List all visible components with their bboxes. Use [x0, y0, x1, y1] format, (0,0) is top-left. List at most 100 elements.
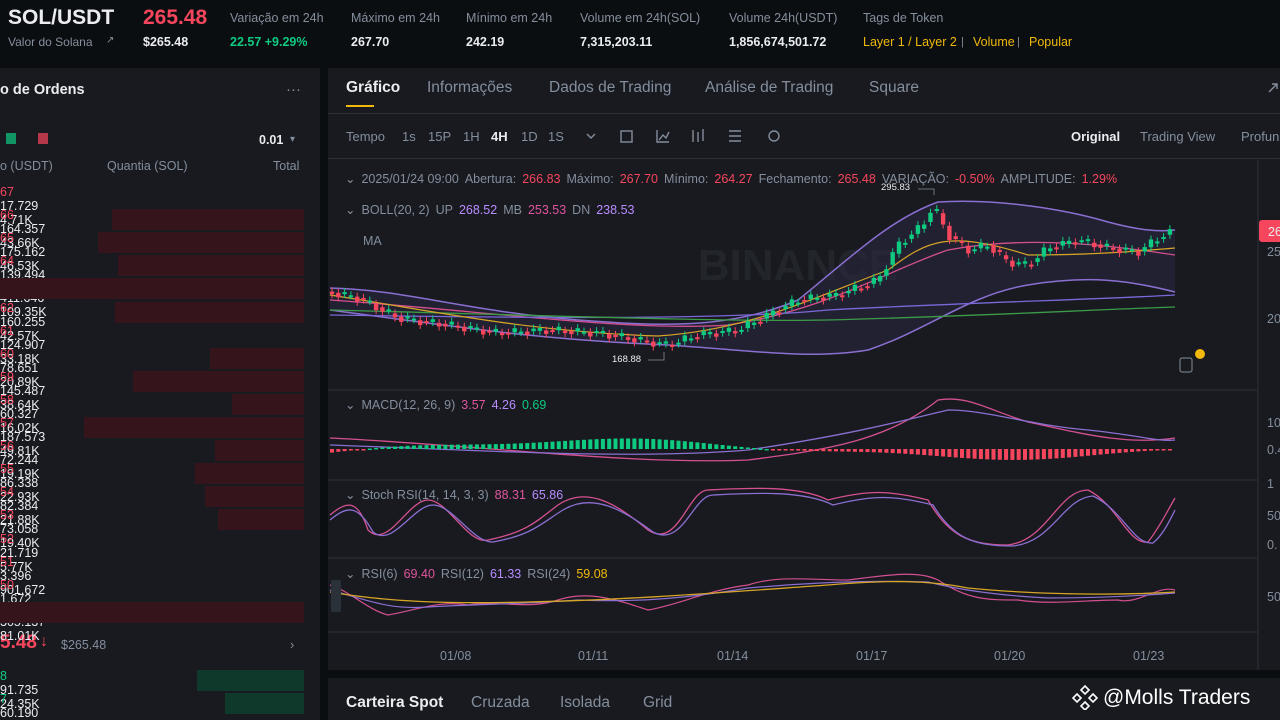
macd-bar — [393, 446, 397, 449]
candle-body — [367, 300, 372, 303]
macd-bar — [500, 443, 505, 449]
order-row[interactable]: 8 91.735 24.35K — [0, 669, 304, 711]
chart-panel — [328, 68, 1280, 670]
more-icon[interactable]: ··· — [286, 81, 301, 98]
chart-view[interactable]: Trading View — [1140, 129, 1216, 144]
interval[interactable]: 1D — [521, 129, 538, 144]
order-total: 4.71K — [0, 213, 33, 227]
order-total: 109.35K — [0, 305, 47, 320]
interval[interactable]: 1H — [463, 129, 480, 144]
stat-value: 242.19 — [466, 35, 505, 49]
macd-bar — [909, 449, 914, 455]
settings-icon[interactable] — [768, 130, 780, 142]
order-total: 16.02K — [0, 420, 40, 435]
candle-body — [518, 331, 524, 334]
interval[interactable]: 1s — [402, 129, 416, 144]
interval[interactable]: 15P — [428, 129, 452, 144]
candle-body — [764, 312, 769, 319]
indicator-icon[interactable] — [656, 130, 670, 143]
order-row[interactable]: 51 3.396 901.672 — [0, 555, 304, 597]
bottom-tab[interactable]: Cruzada — [471, 694, 530, 711]
candle-body — [770, 310, 776, 316]
macd-bar — [1010, 449, 1015, 460]
chart-tab[interactable]: Gráfico — [346, 79, 401, 96]
bottom-tab[interactable]: Grid — [643, 694, 673, 711]
more-intervals[interactable] — [586, 133, 596, 139]
macd-bar — [645, 438, 649, 449]
order-row[interactable]: 53 73.058 19.40K — [0, 508, 304, 550]
chart-tab[interactable]: Análise de Trading — [705, 79, 834, 96]
candle-body — [575, 328, 580, 332]
order-row[interactable]: 501.672443.916 — [0, 578, 304, 620]
macd-bar — [1117, 449, 1122, 453]
candle-body — [978, 242, 984, 249]
tag[interactable]: Layer 1 / Layer 2 — [863, 35, 957, 49]
chevron[interactable]: › — [290, 637, 295, 652]
macd-bar — [418, 445, 423, 449]
candle-body — [751, 322, 757, 325]
candle-body — [436, 322, 442, 327]
order-row[interactable]: 57 187.573 49.81K — [0, 416, 304, 458]
order-row[interactable]: 60 78.651 20.89K — [0, 346, 304, 389]
candle-body — [1155, 241, 1160, 244]
candle-body — [1010, 260, 1015, 267]
order-price: 60 — [0, 346, 14, 361]
precision[interactable]: 0.01 — [259, 133, 284, 147]
depth-bar — [195, 463, 304, 485]
order-row[interactable]: 760.19015.98K — [0, 692, 304, 720]
order-row[interactable]: 58 60.327 16.02K — [0, 393, 304, 435]
layout-icon[interactable] — [729, 130, 741, 142]
chart-view[interactable]: Profun — [1241, 129, 1280, 144]
macd-bar — [544, 442, 549, 449]
macd-bar — [1073, 449, 1078, 457]
candle-body — [1142, 247, 1147, 252]
order-row[interactable]: 67 17.729 4.71K — [0, 185, 304, 227]
macd-bar — [733, 446, 738, 449]
notify-dot[interactable] — [1195, 349, 1205, 359]
chart-view[interactable]: Original — [1071, 129, 1121, 144]
depth-bar — [118, 255, 304, 277]
expand-icon[interactable] — [1265, 80, 1280, 96]
order-row[interactable]: 56 72.244 19.19K — [0, 439, 304, 481]
order-row[interactable]: 59 145.487 38.64K — [0, 370, 304, 412]
candle-icon[interactable] — [692, 129, 704, 142]
order-row[interactable]: 66 164.357 43.66K — [0, 208, 304, 250]
order-row[interactable]: 49305.13781.01K — [0, 601, 304, 643]
macd-bar — [594, 439, 599, 449]
chart-tab[interactable]: Informações — [427, 79, 513, 96]
order-row[interactable]: 61 124.907 33.18K — [0, 324, 304, 366]
ohlc-value: 265.48 — [837, 171, 876, 186]
active-tab-underline — [346, 105, 374, 107]
subtitle[interactable]: Valor do Solana — [8, 35, 93, 49]
calendar-icon[interactable] — [620, 130, 633, 143]
order-row[interactable]: 65 175.162 46.53K — [0, 231, 304, 273]
rsi-label: RSI(12) — [440, 566, 484, 581]
candle-body — [329, 291, 335, 295]
order-row[interactable]: 63411.646109.35K — [0, 277, 304, 319]
order-total: 33.18K — [0, 351, 40, 366]
order-row[interactable]: 55 86.338 22.93K — [0, 462, 304, 504]
chart-tab[interactable]: Square — [869, 79, 919, 96]
order-row[interactable]: 54 82.384 21.88K — [0, 485, 304, 527]
macd-bar — [846, 449, 851, 452]
macd-bar — [1092, 449, 1097, 456]
chart-tab[interactable]: Dados de Trading — [549, 79, 672, 96]
order-row[interactable]: 62 160.255 42.57K — [0, 301, 304, 343]
pane-handle[interactable] — [331, 580, 341, 612]
pair[interactable]: SOL/USDT — [8, 6, 115, 29]
macd-bar — [714, 444, 719, 449]
layout-icons[interactable] — [0, 130, 60, 148]
tag[interactable]: Popular — [1029, 35, 1073, 49]
note-icon[interactable] — [1179, 357, 1193, 373]
tag[interactable]: Volume — [973, 35, 1015, 49]
candle-body — [802, 299, 807, 302]
order-row[interactable]: 52 21.719 5.77K — [0, 532, 304, 574]
bottom-tab[interactable]: Carteira Spot — [346, 694, 444, 711]
depth-bar — [0, 601, 304, 623]
interval[interactable]: 4H — [491, 129, 508, 144]
macd-bar — [827, 449, 832, 452]
interval[interactable]: 1S — [548, 129, 564, 144]
x-label: 01/20 — [994, 649, 1026, 663]
bottom-tab[interactable]: Isolada — [560, 694, 610, 711]
